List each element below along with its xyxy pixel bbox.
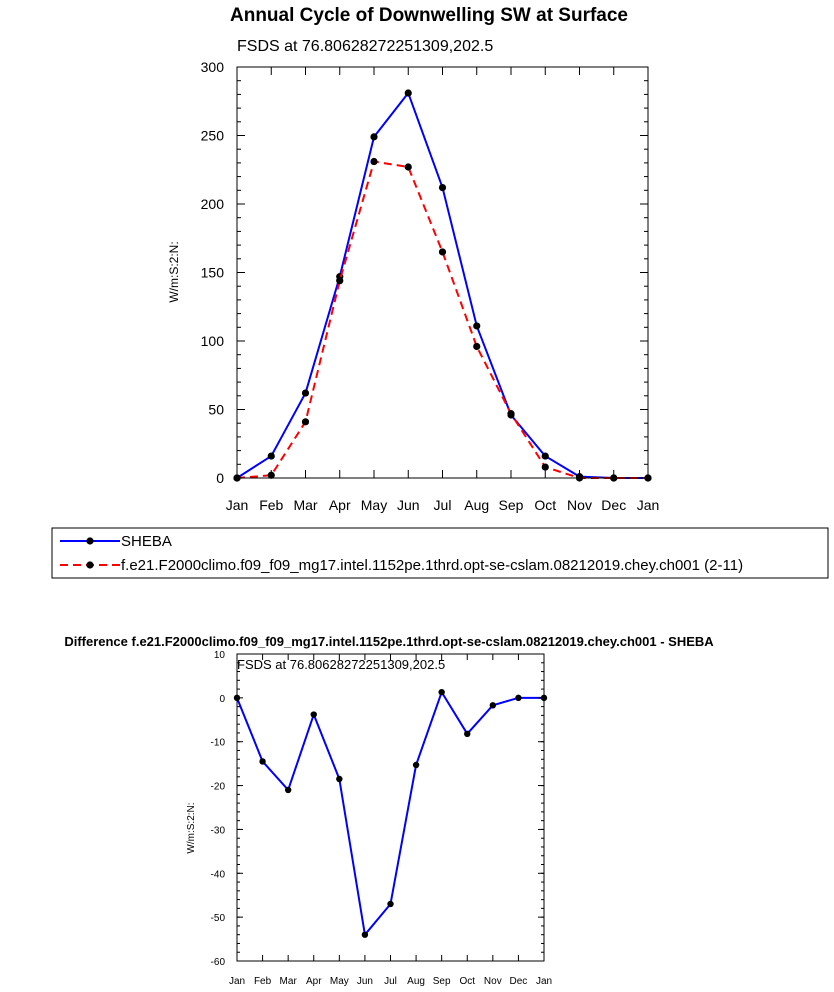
- chart2-y-tick-label: 10: [214, 650, 226, 661]
- chart1-x-tick-label: Apr: [329, 497, 351, 513]
- chart1-y-tick-label: 100: [201, 333, 225, 349]
- chart2-y-tick-label: -20: [211, 782, 226, 793]
- chart1-title: Annual Cycle of Downwelling SW at Surfac…: [230, 5, 628, 26]
- chart2-x-tick-label: Dec: [510, 976, 528, 987]
- chart1-x-tick-label: Jan: [226, 497, 249, 513]
- chart2-x-tick-label: Oct: [459, 976, 475, 987]
- legend-marker-sheba: [86, 537, 94, 545]
- chart2-subtitle: FSDS at 76.80628272251309,202.5: [237, 657, 445, 672]
- chart2-data-point: [464, 730, 471, 738]
- chart1-x-tick-label: Aug: [464, 497, 489, 513]
- chart2-data-point: [284, 786, 292, 794]
- chart1-data-point: [267, 452, 275, 460]
- chart2-plot-frame: [236, 653, 545, 962]
- chart1-data-point: [301, 389, 310, 397]
- chart1-data-point: [404, 163, 412, 171]
- chart1-y-tick-label: 300: [201, 59, 225, 75]
- chart2-data-point: [259, 758, 266, 765]
- chart1-x-tick-label: Sep: [499, 497, 524, 513]
- legend-box: [51, 527, 829, 579]
- chart2-x-tick-label: Apr: [306, 976, 322, 987]
- chart2-x-tick-label: Jun: [357, 976, 373, 987]
- chart2-x-tick-label: May: [330, 976, 349, 987]
- chart1-y-tick-label: 150: [201, 265, 225, 281]
- chart2-x-tick-label: Feb: [254, 976, 272, 987]
- chart1-data-point: [370, 157, 378, 166]
- chart1-x-tick-label: Mar: [293, 497, 317, 513]
- chart2-title: Difference f.e21.F2000climo.f09_f09_mg17…: [64, 634, 714, 649]
- chart2-series-line-0: [236, 691, 544, 936]
- chart1-data-point: [438, 183, 447, 192]
- chart1-legend: SHEBA f.e21.F2000climo.f09_f09_mg17.inte…: [51, 527, 829, 579]
- chart2-data-point: [336, 775, 343, 783]
- chart2-x-tick-label: Aug: [407, 976, 425, 987]
- chart1-y-tick-label: 0: [216, 470, 224, 486]
- chart1-x-tick-label: Jan: [637, 497, 660, 513]
- chart2-x-tick-label: Jan: [536, 976, 552, 987]
- chart1-x-tick-label: Nov: [567, 497, 592, 513]
- chart1-data-point: [541, 463, 549, 471]
- chart2-x-tick-label: Mar: [280, 976, 298, 987]
- chart2-data-point: [310, 711, 317, 718]
- chart1-data-point: [370, 133, 378, 141]
- chart1-subtitle: FSDS at 76.80628272251309,202.5: [237, 38, 493, 55]
- chart2-y-tick-label: -50: [211, 913, 226, 924]
- chart1-y-axis-label: W/m:S:2:N:: [167, 241, 181, 302]
- chart2-data-point: [387, 900, 394, 908]
- chart2-data-point: [489, 702, 497, 709]
- legend-marker-model: [86, 561, 94, 569]
- chart2-y-tick-label: -10: [211, 738, 226, 749]
- chart1-plot-frame: [236, 66, 649, 479]
- legend-label-sheba: SHEBA: [121, 533, 172, 550]
- chart1-y-tick-label: 200: [201, 196, 225, 212]
- chart1-x-tick-label: Feb: [259, 497, 283, 513]
- chart1-x-tick-label: Jun: [397, 497, 420, 513]
- chart1-data-point: [404, 89, 412, 97]
- annual-cycle-chart: Annual Cycle of Downwelling SW at Surfac…: [167, 5, 659, 513]
- chart2-x-tick-label: Jan: [229, 976, 245, 987]
- chart1-x-tick-label: Dec: [601, 497, 626, 513]
- chart1-data-point: [541, 452, 549, 460]
- chart1-y-tick-label: 250: [201, 128, 225, 144]
- chart2-y-tick-label: -30: [211, 825, 226, 836]
- chart1-data-point: [507, 410, 515, 418]
- chart1-x-tick-label: Jul: [434, 497, 452, 513]
- chart1-data-point: [473, 322, 481, 330]
- chart2-data-point: [412, 761, 420, 769]
- chart1-series-line-1: [236, 160, 648, 479]
- chart2-x-tick-label: Nov: [484, 976, 502, 987]
- chart2-y-tick-label: 0: [219, 694, 225, 705]
- chart1-data-point: [301, 418, 310, 426]
- chart2-x-tick-label: Sep: [433, 976, 451, 987]
- chart1-data-point: [438, 248, 447, 256]
- chart2-y-axis-label: W/m:S:2:N:: [186, 802, 197, 853]
- chart1-x-tick-label: Oct: [534, 497, 556, 513]
- chart2-data-point: [515, 694, 522, 702]
- chart2-data-point: [361, 931, 369, 938]
- legend-label-model: f.e21.F2000climo.f09_f09_mg17.intel.1152…: [121, 557, 743, 574]
- chart1-data-point: [473, 342, 481, 351]
- chart2-y-tick-label: -60: [211, 957, 226, 968]
- difference-chart: Difference f.e21.F2000climo.f09_f09_mg17…: [64, 634, 714, 987]
- chart2-x-tick-label: Jul: [384, 976, 397, 987]
- chart2-y-tick-label: -40: [211, 869, 226, 880]
- chart2-data-point: [438, 688, 445, 696]
- chart1-data-point: [336, 277, 344, 285]
- chart1-x-tick-label: May: [361, 497, 387, 513]
- chart1-y-tick-label: 50: [208, 402, 224, 418]
- chart1-series-line-0: [236, 92, 648, 479]
